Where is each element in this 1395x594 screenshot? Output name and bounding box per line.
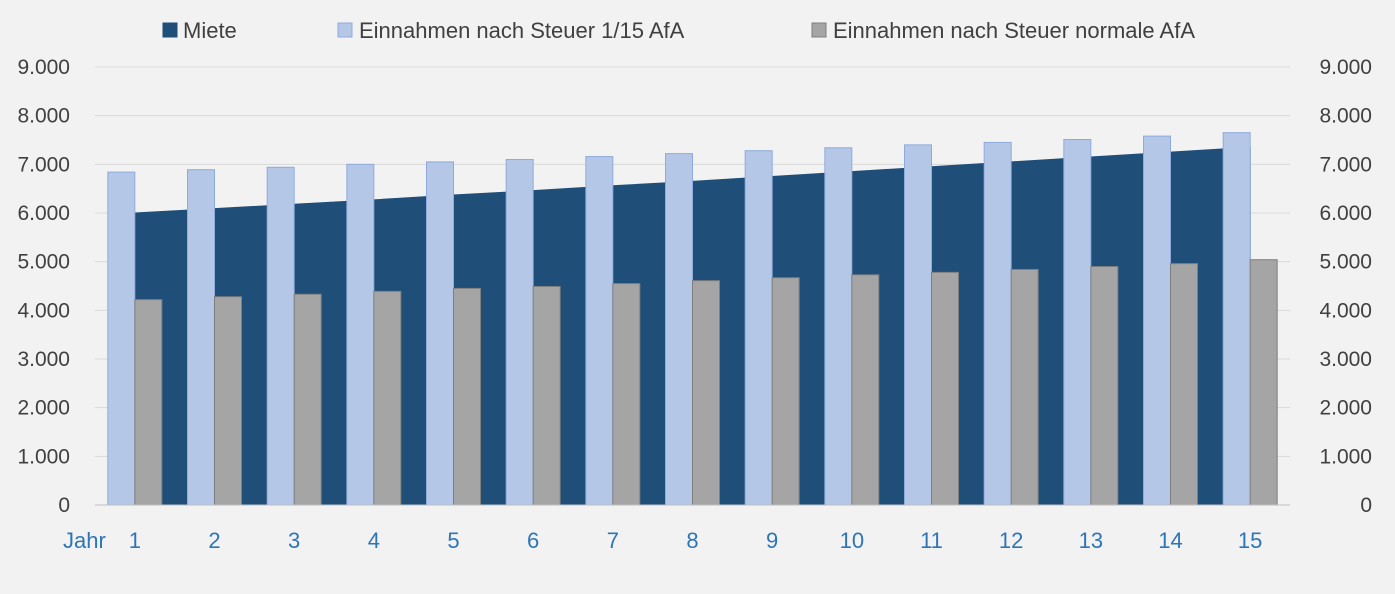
bar-einnahmen-nach-steuer-1-15-afa-2 — [187, 169, 215, 506]
bar-einnahmen-nach-steuer-normale-afa-6 — [532, 285, 561, 506]
bar-einnahmen-nach-steuer-normale-afa-12 — [1010, 268, 1039, 506]
x-tick-label: 3 — [288, 528, 300, 553]
x-axis-title: Jahr — [63, 528, 106, 553]
legend-label-miete: Miete — [183, 18, 237, 43]
bar-einnahmen-nach-steuer-1-15-afa-5 — [426, 161, 454, 506]
x-tick-label: 6 — [527, 528, 539, 553]
y-tick-label-right: 7.000 — [1319, 153, 1372, 176]
x-tick-label: 10 — [840, 528, 864, 553]
y-tick-label-left: 6.000 — [17, 202, 70, 225]
bar-einnahmen-nach-steuer-normale-afa-14 — [1170, 263, 1198, 506]
x-tick-label: 15 — [1238, 528, 1262, 553]
legend-item-einnahmen-normale-afa: Einnahmen nach Steuer normale AfA — [811, 18, 1195, 43]
legend-swatch-einnahmen-normale-afa — [811, 22, 827, 38]
x-tick-label: 14 — [1158, 528, 1182, 553]
x-tick-label: 7 — [607, 528, 619, 553]
legend-swatch-miete — [162, 22, 178, 38]
bar-einnahmen-nach-steuer-1-15-afa-7 — [585, 156, 614, 506]
y-tick-label-left: 2.000 — [17, 397, 70, 420]
bar-einnahmen-nach-steuer-normale-afa-15 — [1249, 259, 1278, 506]
x-tick-label: 12 — [999, 528, 1023, 553]
bar-einnahmen-nach-steuer-1-15-afa-15 — [1222, 132, 1251, 506]
bar-einnahmen-nach-steuer-normale-afa-10 — [851, 274, 880, 506]
x-tick-label: 2 — [208, 528, 220, 553]
y-axis-right: 0 1.000 2.000 3.000 4.000 5.000 6.000 7.000 8.00… — [1319, 56, 1372, 517]
y-tick-label-right: 9.000 — [1319, 56, 1372, 79]
x-axis-labels: Jahr 1 2 3 4 5 6 7 8 9 10 11 12 13 14 15 — [63, 528, 1262, 553]
bar-layer — [107, 132, 1278, 506]
legend-label-einnahmen-1-15-afa: Einnahmen nach Steuer 1/15 AfA — [359, 18, 685, 43]
x-tick-label: 1 — [129, 528, 141, 553]
bar-einnahmen-nach-steuer-1-15-afa-13 — [1063, 139, 1092, 506]
y-axis-left: 0 1.000 2.000 3.000 4.000 5.000 6.000 7.000 8.00… — [17, 56, 70, 517]
bar-einnahmen-nach-steuer-normale-afa-7 — [612, 283, 641, 506]
legend-item-einnahmen-1-15-afa: Einnahmen nach Steuer 1/15 AfA — [337, 18, 685, 43]
x-tick-label: 11 — [920, 528, 943, 553]
x-tick-label: 13 — [1079, 528, 1103, 553]
bar-einnahmen-nach-steuer-1-15-afa-1 — [107, 171, 136, 506]
bar-einnahmen-nach-steuer-1-15-afa-4 — [346, 163, 375, 506]
x-tick-label: 5 — [447, 528, 459, 553]
legend-swatch-einnahmen-1-15-afa — [337, 22, 353, 38]
bar-einnahmen-nach-steuer-1-15-afa-9 — [744, 150, 773, 506]
y-tick-label-right: 1.000 — [1319, 445, 1372, 468]
y-tick-label-left: 4.000 — [17, 299, 70, 322]
y-tick-label-left: 5.000 — [17, 251, 70, 274]
bar-einnahmen-nach-steuer-normale-afa-3 — [293, 293, 322, 506]
y-tick-label-left: 1.000 — [17, 445, 70, 468]
y-tick-label-right: 6.000 — [1319, 202, 1372, 225]
bar-einnahmen-nach-steuer-1-15-afa-10 — [824, 147, 853, 506]
y-tick-label-left: 8.000 — [17, 105, 70, 128]
y-tick-label-right: 0 — [1360, 494, 1372, 517]
bar-einnahmen-nach-steuer-1-15-afa-11 — [904, 144, 932, 506]
y-tick-label-left: 3.000 — [17, 348, 70, 371]
bar-einnahmen-nach-steuer-normale-afa-13 — [1090, 266, 1119, 506]
bar-einnahmen-nach-steuer-normale-afa-5 — [453, 287, 481, 506]
y-tick-label-right: 4.000 — [1319, 299, 1372, 322]
bar-einnahmen-nach-steuer-normale-afa-9 — [771, 277, 800, 506]
y-tick-label-left: 0 — [58, 494, 70, 517]
bar-einnahmen-nach-steuer-normale-afa-4 — [373, 290, 402, 506]
legend: Miete Einnahmen nach Steuer 1/15 AfA Ein… — [162, 18, 1195, 43]
y-tick-label-right: 8.000 — [1319, 105, 1372, 128]
y-tick-label-right: 3.000 — [1319, 348, 1372, 371]
x-tick-label: 4 — [368, 528, 380, 553]
y-tick-label-right: 5.000 — [1319, 251, 1372, 274]
bar-einnahmen-nach-steuer-normale-afa-2 — [214, 296, 242, 506]
bar-einnahmen-nach-steuer-1-15-afa-3 — [266, 166, 295, 506]
bar-einnahmen-nach-steuer-1-15-afa-8 — [665, 153, 693, 506]
x-tick-label: 9 — [766, 528, 778, 553]
y-tick-label-right: 2.000 — [1319, 397, 1372, 420]
bar-einnahmen-nach-steuer-1-15-afa-14 — [1143, 135, 1171, 506]
x-tick-label: 8 — [686, 528, 698, 553]
bar-einnahmen-nach-steuer-1-15-afa-12 — [983, 141, 1012, 506]
bar-einnahmen-nach-steuer-normale-afa-1 — [134, 299, 163, 506]
y-tick-label-left: 7.000 — [17, 153, 70, 176]
bar-einnahmen-nach-steuer-normale-afa-8 — [692, 280, 720, 506]
legend-item-miete: Miete — [162, 18, 237, 43]
legend-label-einnahmen-normale-afa: Einnahmen nach Steuer normale AfA — [833, 18, 1195, 43]
y-tick-label-left: 9.000 — [17, 56, 70, 79]
bar-einnahmen-nach-steuer-normale-afa-11 — [931, 271, 959, 506]
bar-einnahmen-nach-steuer-1-15-afa-6 — [505, 158, 534, 506]
